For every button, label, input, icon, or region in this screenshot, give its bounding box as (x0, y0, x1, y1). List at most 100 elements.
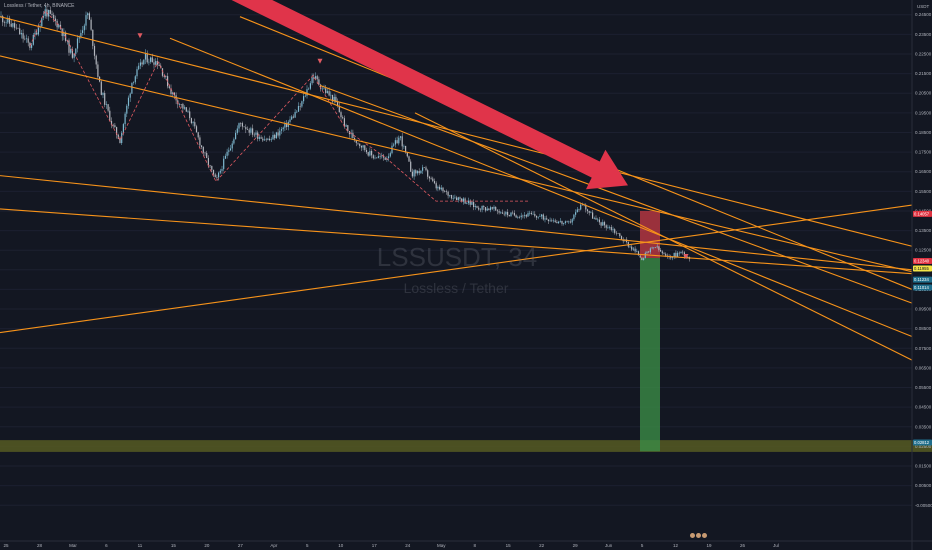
price-label-badge (913, 439, 932, 446)
stop-loss-zone[interactable] (640, 210, 660, 259)
candle-body (403, 145, 405, 147)
candle-body (675, 252, 677, 257)
candle-body (126, 105, 128, 114)
emoji-icon[interactable] (690, 533, 695, 538)
candle-body (97, 64, 99, 77)
candle-body (444, 191, 446, 192)
price-axis[interactable]: USDT 0.24500 0.23500 0.22500 0.21500 0.20500 0… (911, 0, 932, 550)
candle-body (32, 34, 34, 45)
trendline[interactable] (319, 84, 913, 304)
trendline[interactable] (0, 204, 913, 334)
candle-body (359, 143, 361, 146)
candle-body (452, 198, 454, 199)
candle-body (241, 123, 243, 127)
candle-body (388, 156, 390, 159)
candle-body (610, 227, 612, 230)
candle-body (629, 246, 631, 248)
markers-layer (137, 33, 689, 260)
take-profit-zone[interactable] (640, 258, 660, 452)
emoji-icon[interactable] (702, 533, 707, 538)
candle-body (405, 145, 407, 153)
candle-body (279, 130, 281, 136)
candle-body (75, 48, 77, 54)
emoji-icon[interactable] (696, 533, 701, 538)
candle-body (636, 251, 638, 252)
candle-body (524, 214, 526, 216)
candle-body (82, 30, 84, 33)
time-tick-label: 29 (573, 543, 579, 548)
candle-body (520, 215, 522, 218)
time-tick-label: 17 (372, 543, 378, 548)
price-tick-label: 0.19500 (915, 110, 932, 115)
price-label-badge (913, 210, 932, 217)
trendline[interactable] (0, 16, 913, 247)
bearish-arrow (231, 0, 628, 190)
candle-body (580, 204, 582, 210)
candle-body (527, 213, 529, 217)
candle-body (238, 123, 240, 129)
candle-body (41, 17, 43, 27)
time-axis[interactable]: 25 28 Mar 6 11 15 20 27 Apr 5 10 17 24 May 8 15 22 29 Jun 5… (0, 540, 932, 548)
price-tick-label: 0.01500 (915, 464, 932, 469)
candle-body (148, 61, 150, 63)
candle-body (503, 213, 505, 215)
candle-body (450, 194, 453, 199)
candle-body (546, 218, 548, 220)
time-tick-label: 22 (539, 543, 545, 548)
candle-body (459, 197, 461, 199)
candle-body (201, 145, 203, 148)
emoji-reactions[interactable] (690, 533, 707, 538)
candle-body (78, 37, 80, 39)
candle-body (411, 171, 413, 177)
candle-body (24, 38, 26, 40)
candle-body (194, 122, 196, 127)
candle-body (204, 152, 206, 154)
position-tool-layer[interactable] (640, 210, 660, 452)
candle-body (449, 194, 451, 196)
candle-body (252, 128, 254, 135)
candle-body (541, 214, 543, 217)
trendline[interactable] (0, 208, 913, 275)
candle-body (447, 191, 449, 196)
trendlines-layer[interactable] (0, 16, 913, 361)
trendline[interactable] (169, 37, 913, 338)
candle-body (49, 10, 51, 14)
candle-body (581, 204, 583, 206)
candle-body (42, 16, 45, 18)
candle-body (437, 186, 439, 189)
candle-body (335, 96, 337, 103)
candle-body (510, 212, 512, 217)
candle-body (206, 153, 208, 159)
candle-body (588, 211, 590, 213)
candle-body (216, 177, 218, 178)
candle-body (347, 125, 349, 132)
candle-body (29, 42, 31, 48)
candle-body (415, 170, 417, 174)
candle-body (88, 13, 90, 20)
candle-body (355, 140, 357, 143)
candle-body (260, 137, 262, 139)
candle-body (457, 197, 459, 200)
candle-body (229, 148, 232, 151)
candle-body (663, 253, 665, 254)
price-label-badge (913, 276, 932, 283)
candle-body (432, 178, 434, 182)
candle-body (677, 252, 679, 257)
price-tick-label: 0.20500 (915, 91, 932, 96)
candle-body (258, 137, 260, 139)
trendline[interactable] (414, 112, 913, 361)
candle-body (381, 155, 383, 157)
trendline[interactable] (0, 175, 913, 271)
candle-body (226, 151, 228, 156)
candle-body (573, 214, 575, 220)
candle-body (51, 13, 53, 15)
candle-body (277, 132, 279, 136)
candle-body (525, 214, 527, 217)
support-zone-layer (0, 440, 932, 452)
candle-body (603, 222, 606, 226)
trendline[interactable] (0, 55, 913, 273)
candle-body (274, 134, 276, 139)
candle-body (316, 76, 318, 80)
candle-body (530, 212, 532, 214)
